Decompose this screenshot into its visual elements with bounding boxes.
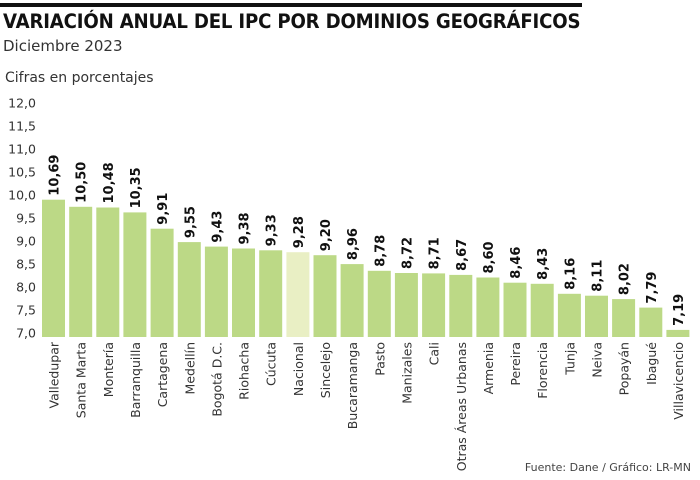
bar [585, 295, 608, 337]
category-label: Santa Marta [74, 342, 89, 418]
bar [666, 329, 690, 337]
category-label: Ibagué [644, 342, 659, 385]
bar [394, 273, 418, 337]
source-note: Fuente: Dane / Gráfico: LR-MN [524, 461, 691, 474]
chart-subtitle: Diciembre 2023 [3, 37, 123, 55]
value-label: 10,35 [129, 167, 144, 208]
category-label: Bucaramanga [345, 342, 360, 429]
category-label: Sincelejo [318, 342, 333, 398]
value-label: 8,71 [428, 237, 443, 269]
bar [123, 212, 147, 337]
bar [503, 282, 527, 337]
value-label: 8,46 [509, 247, 524, 279]
bar [232, 248, 255, 337]
category-label: Valledupar [47, 341, 62, 408]
bar [639, 307, 663, 337]
bar [96, 207, 120, 337]
category-label: Otras Áreas Urbanas [454, 342, 469, 471]
value-label: 7,79 [645, 272, 660, 304]
y-tick-label: 11,0 [8, 142, 36, 157]
bar [177, 242, 201, 337]
value-label: 8,11 [591, 260, 606, 292]
category-label: Riohacha [237, 342, 252, 400]
category-label: Barranquilla [128, 342, 143, 418]
y-tick-label: 7,0 [16, 326, 36, 341]
bar [422, 273, 446, 337]
category-label: Montería [101, 342, 116, 397]
category-label: Cali [427, 342, 442, 365]
value-label: 8,60 [482, 241, 497, 273]
y-tick-label: 8,5 [16, 257, 36, 272]
category-label: Popayán [617, 342, 632, 395]
value-label: 9,38 [238, 212, 253, 244]
category-label: Pereira [508, 342, 523, 386]
y-tick-label: 7,5 [16, 303, 36, 318]
bar [612, 299, 636, 337]
category-label: Cartagena [155, 342, 170, 407]
value-label: 9,20 [319, 219, 334, 251]
value-label: 10,50 [75, 162, 90, 203]
bar [150, 228, 174, 337]
y-tick-label: 10,5 [8, 165, 36, 180]
y-tick-label: 9,5 [16, 211, 36, 226]
chart-title: VARIACIÓN ANUAL DEL IPC POR DOMINIOS GEO… [3, 10, 581, 33]
top-rule [0, 3, 582, 7]
value-label: 8,78 [373, 235, 388, 267]
category-label: Medellín [182, 342, 197, 394]
bar [449, 274, 473, 337]
bar [557, 293, 581, 337]
value-label: 8,96 [346, 228, 361, 260]
category-label: Cúcuta [264, 342, 279, 386]
category-label: Pasto [372, 342, 387, 376]
units-label: Cifras en porcentajes [5, 70, 154, 86]
value-label: 9,55 [183, 206, 198, 238]
category-label: Neiva [590, 342, 605, 378]
bar [530, 283, 554, 337]
y-tick-label: 11,5 [8, 119, 36, 134]
category-label: Bogotá D.C. [209, 342, 224, 417]
y-tick-label: 12,0 [8, 96, 36, 111]
category-labels: Valledupar Santa Marta Montería Barranquill… [47, 341, 686, 471]
bar [476, 277, 500, 337]
value-label: 8,02 [618, 263, 633, 295]
bar [259, 250, 283, 337]
value-label: 8,16 [563, 258, 578, 290]
value-label: 9,91 [156, 193, 171, 225]
value-label: 9,33 [265, 214, 280, 246]
bar [204, 246, 228, 337]
value-label: 7,19 [672, 294, 687, 326]
value-label: 8,67 [455, 239, 470, 271]
category-label: Villavicencio [671, 342, 686, 420]
y-tick-label: 9,0 [16, 234, 36, 249]
value-label: 10,69 [48, 155, 63, 196]
bar [313, 255, 337, 337]
value-label: 9,43 [210, 211, 225, 243]
category-label: Florencia [535, 342, 550, 399]
bar [367, 270, 391, 337]
category-label: Nacional [291, 342, 306, 396]
category-label: Manizales [399, 342, 414, 404]
bar [340, 264, 364, 337]
value-label: 8,72 [400, 237, 415, 269]
bars [42, 199, 690, 337]
bar [42, 199, 65, 337]
y-axis: 12,0 11,5 11,0 10,5 10,0 9,5 9,0 8,5 8,0 7,5 7,0 [8, 96, 36, 341]
category-label: Armenia [481, 342, 496, 394]
y-tick-label: 10,0 [8, 188, 36, 203]
bar-highlight [286, 252, 310, 337]
bar [69, 206, 93, 337]
category-label: Tunja [562, 342, 577, 376]
value-labels: 10,69 10,50 10,48 10,35 9,91 9,55 9,43 9,38 9,33… [48, 155, 687, 326]
value-label: 8,43 [536, 248, 551, 280]
value-label: 10,48 [102, 162, 117, 203]
y-tick-label: 8,0 [16, 280, 36, 295]
value-label: 9,28 [292, 216, 307, 248]
